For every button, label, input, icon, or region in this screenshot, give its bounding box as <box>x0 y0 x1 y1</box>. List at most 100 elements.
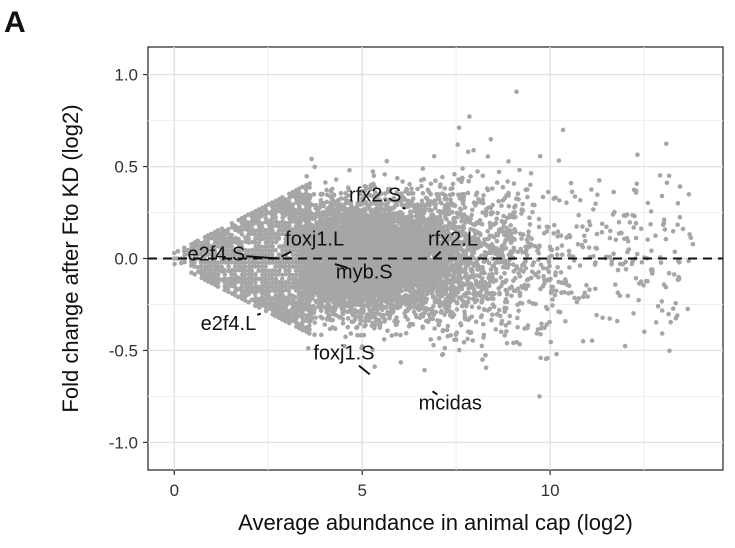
scatter-point <box>552 293 558 298</box>
scatter-point <box>286 288 292 294</box>
scatter-point <box>232 272 238 278</box>
scatter-point <box>226 247 231 253</box>
scatter-point <box>283 271 289 277</box>
scatter-point <box>296 321 302 327</box>
scatter-point <box>229 236 235 242</box>
scatter-point <box>249 268 255 274</box>
scatter-point <box>215 260 221 265</box>
scatter-point <box>502 271 507 276</box>
scatter-point <box>181 249 187 254</box>
scatter-point <box>515 302 520 308</box>
scatter-point <box>215 272 221 277</box>
scatter-point <box>253 279 258 285</box>
scatter-point <box>202 268 208 274</box>
scatter-point <box>469 304 475 310</box>
scatter-point <box>358 333 364 338</box>
scatter-point <box>175 256 180 261</box>
scatter-point <box>296 211 302 216</box>
scatter-point <box>280 207 285 212</box>
scatter-point <box>229 232 234 238</box>
scatter-point <box>293 244 299 249</box>
scatter-point <box>422 367 427 373</box>
scatter-point <box>273 276 279 282</box>
scatter-point <box>514 89 519 94</box>
scatter-point <box>327 326 333 332</box>
scatter-point <box>233 288 238 294</box>
scatter-point <box>236 263 241 269</box>
scatter-point <box>256 260 261 265</box>
scatter-point <box>273 264 278 270</box>
scatter-point <box>294 272 299 277</box>
scatter-point <box>287 316 292 322</box>
scatter-point <box>222 272 228 277</box>
scatter-point <box>269 236 275 241</box>
scatter-point <box>280 244 285 249</box>
scatter-point <box>212 244 217 250</box>
scatter-point <box>256 207 262 212</box>
scatter-point <box>269 252 275 257</box>
scatter-point <box>259 287 265 293</box>
scatter-point <box>525 194 530 200</box>
scatter-point <box>249 281 254 286</box>
scatter-point <box>580 338 586 344</box>
scatter-point <box>293 248 299 253</box>
scatter-point <box>473 290 478 296</box>
scatter-point <box>182 252 187 258</box>
scatter-point <box>534 331 540 336</box>
scatter-point <box>209 272 214 278</box>
scatter-point <box>280 195 285 200</box>
scatter-point <box>569 189 575 195</box>
scatter-point <box>232 248 238 253</box>
scatter-point <box>286 312 292 318</box>
scatter-point <box>205 252 211 257</box>
scatter-point <box>269 216 275 221</box>
scatter-point <box>212 248 218 254</box>
scatter-point <box>368 201 374 207</box>
scatter-point <box>249 223 255 228</box>
scatter-point <box>444 327 450 333</box>
scatter-point <box>266 202 272 207</box>
scatter-point <box>290 256 296 261</box>
scatter-point <box>259 279 265 285</box>
scatter-point <box>333 177 339 182</box>
scatter-point <box>488 136 494 142</box>
scatter-point <box>440 327 446 333</box>
scatter-point <box>311 192 317 197</box>
scatter-point <box>263 244 269 249</box>
scatter-point <box>283 244 289 249</box>
scatter-point <box>290 318 296 324</box>
scatter-point <box>283 268 288 273</box>
scatter-point <box>293 252 299 257</box>
scatter-point <box>287 320 292 326</box>
scatter-point <box>461 339 467 345</box>
scatter-point <box>442 203 448 208</box>
scatter-point <box>175 248 181 254</box>
scatter-point <box>504 329 509 334</box>
scatter-point <box>293 208 299 213</box>
scatter-point <box>558 270 564 275</box>
scatter-point <box>452 171 457 177</box>
scatter-point <box>270 244 275 249</box>
scatter-point <box>195 242 200 248</box>
scatter-point <box>253 232 258 238</box>
scatter-point <box>286 268 292 273</box>
scatter-point <box>466 178 472 184</box>
scatter-point <box>270 240 275 245</box>
scatter-point <box>229 240 234 246</box>
scatter-point <box>239 244 245 249</box>
scatter-point <box>222 236 228 242</box>
scatter-point <box>273 285 279 290</box>
scatter-point <box>280 231 285 237</box>
scatter-point <box>515 315 520 321</box>
scatter-point <box>286 296 292 302</box>
scatter-point <box>226 227 231 232</box>
scatter-point <box>256 252 262 257</box>
scatter-point <box>273 248 278 253</box>
scatter-point <box>290 194 295 199</box>
scatter-point <box>273 260 279 265</box>
scatter-point <box>286 236 292 241</box>
scatter-point <box>226 289 231 295</box>
scatter-point <box>246 260 252 265</box>
scatter-point <box>259 267 265 273</box>
scatter-point <box>192 260 197 265</box>
